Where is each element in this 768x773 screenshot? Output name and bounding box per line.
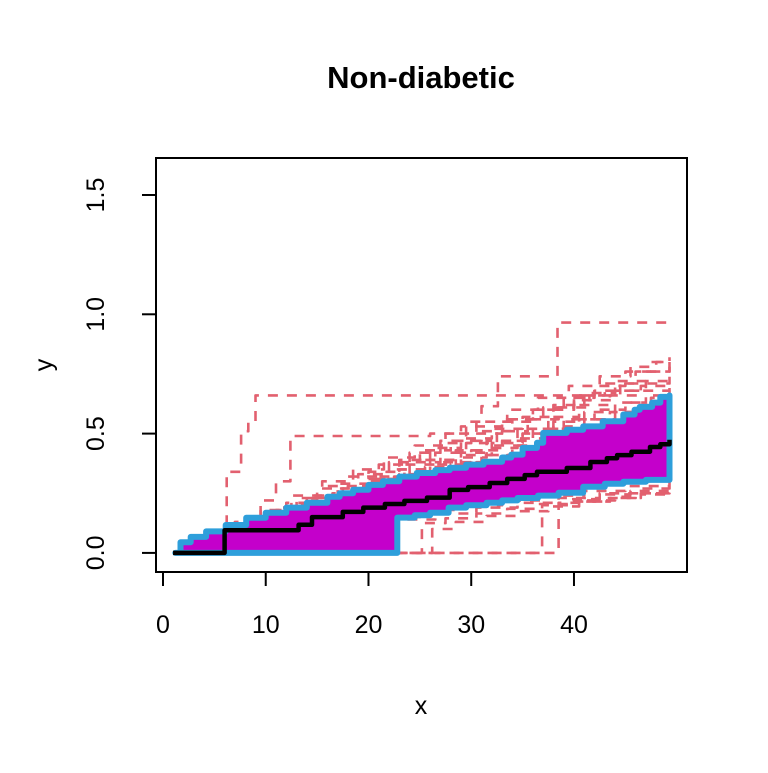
y-tick-label: 1.0	[82, 297, 110, 332]
x-tick-label: 20	[355, 611, 383, 639]
x-tick-label: 40	[560, 611, 588, 639]
x-axis-label: x	[415, 692, 428, 720]
spaghetti-step-curve	[181, 492, 671, 555]
envelope-band-group	[172, 392, 673, 556]
plot-box	[155, 157, 688, 573]
envelope-band	[172, 392, 673, 556]
median-step-curve	[173, 439, 672, 556]
y-tick-label: 0.5	[82, 416, 110, 451]
x-tick-label: 30	[457, 611, 485, 639]
x-tick-label: 0	[156, 611, 170, 639]
x-tick-label: 10	[252, 611, 280, 639]
spaghetti-step-curve	[179, 359, 671, 555]
median-curve-group	[173, 439, 672, 556]
spaghetti-step-curve	[187, 488, 671, 555]
chart-title: Non-diabetic	[327, 60, 515, 95]
x-axis: 0 10 20 30 40	[156, 572, 588, 639]
y-axis: 0.0 0.5 1.0 1.5	[82, 178, 156, 571]
y-axis-label: y	[30, 358, 58, 371]
spaghetti-step-curve	[183, 490, 671, 555]
spaghetti-step-curve	[193, 486, 671, 555]
y-tick-label: 1.5	[82, 178, 110, 213]
y-tick-label: 0.0	[82, 536, 110, 571]
